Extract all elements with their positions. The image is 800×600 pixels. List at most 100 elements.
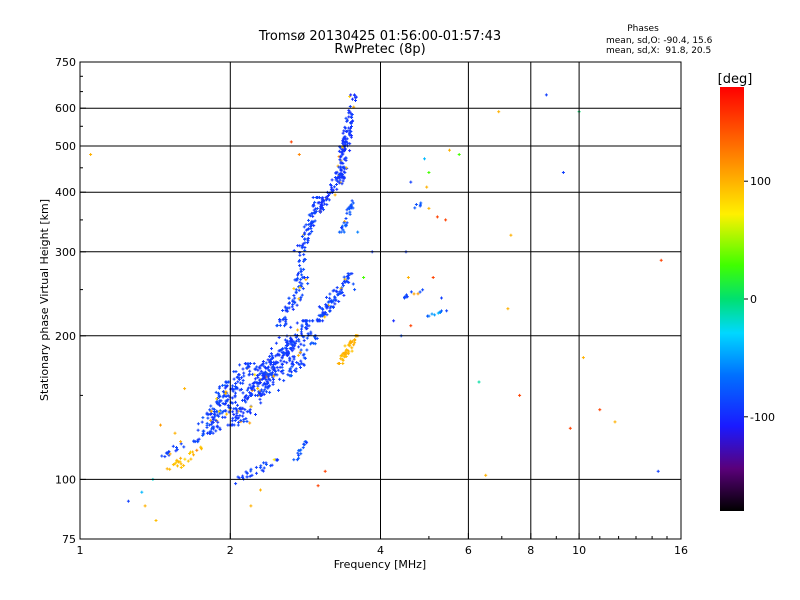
data-point — [339, 354, 343, 358]
data-point — [240, 376, 243, 380]
data-point — [348, 212, 352, 216]
data-point — [285, 340, 289, 344]
data-point — [258, 391, 262, 395]
x-axis-label: Frequency [MHz] — [334, 558, 426, 571]
data-point — [342, 293, 346, 297]
data-point — [209, 431, 212, 435]
data-point — [349, 135, 353, 139]
data-point — [339, 169, 343, 173]
data-point — [239, 419, 243, 422]
data-point — [307, 218, 310, 222]
data-point — [232, 377, 236, 381]
data-point — [254, 465, 258, 469]
data-point — [302, 253, 306, 257]
data-point — [312, 208, 316, 212]
data-point — [409, 324, 413, 328]
data-point — [299, 452, 303, 456]
data-point — [307, 227, 311, 231]
data-point — [217, 391, 220, 395]
data-point — [316, 319, 320, 323]
data-point — [298, 244, 302, 248]
data-point — [302, 339, 306, 343]
data-point — [305, 441, 309, 445]
data-point — [254, 413, 257, 416]
data-point — [263, 388, 267, 392]
data-point — [250, 473, 254, 477]
data-point — [281, 369, 285, 372]
data-point — [300, 282, 304, 286]
data-point — [284, 319, 288, 323]
data-point — [244, 417, 248, 421]
data-point — [341, 161, 345, 165]
data-point — [288, 374, 292, 378]
data-point — [227, 380, 230, 384]
data-point — [247, 362, 251, 366]
data-point — [280, 356, 284, 360]
data-point — [297, 285, 300, 289]
data-point — [342, 230, 346, 234]
data-point — [275, 458, 279, 462]
data-point — [348, 207, 352, 211]
data-point — [239, 409, 243, 413]
data-point — [237, 416, 241, 420]
data-point — [336, 164, 340, 168]
data-point — [310, 341, 314, 345]
data-point — [241, 476, 244, 479]
data-point — [266, 384, 270, 388]
data-point — [304, 326, 308, 329]
data-point — [319, 204, 323, 208]
data-point — [343, 148, 347, 152]
data-point — [256, 393, 260, 397]
data-point — [292, 458, 296, 462]
data-point — [298, 251, 302, 254]
data-point — [217, 400, 221, 404]
data-point — [342, 221, 346, 225]
data-point — [286, 343, 289, 347]
data-point — [274, 360, 278, 364]
data-point — [282, 350, 286, 354]
data-point — [346, 206, 350, 210]
data-point — [298, 350, 302, 354]
data-point — [225, 412, 229, 416]
data-point — [327, 300, 331, 304]
data-point — [248, 408, 252, 412]
data-point — [362, 276, 366, 279]
data-point — [436, 311, 440, 315]
data-point — [167, 453, 171, 457]
data-point — [291, 298, 295, 302]
data-point — [343, 277, 347, 281]
data-point — [264, 461, 268, 465]
data-point — [273, 367, 277, 371]
data-point — [251, 372, 255, 376]
data-point — [317, 201, 321, 204]
data-point — [340, 153, 344, 157]
data-point — [273, 372, 277, 376]
data-point — [345, 211, 349, 215]
data-point — [346, 141, 350, 145]
data-point — [297, 456, 301, 460]
colorbar — [720, 87, 744, 511]
data-point — [281, 318, 285, 322]
data-point — [342, 170, 346, 174]
data-point — [229, 401, 233, 405]
data-point — [330, 186, 334, 190]
data-point — [226, 423, 230, 427]
data-point — [299, 342, 303, 346]
data-point — [226, 404, 230, 407]
data-point — [315, 337, 319, 340]
data-point — [249, 386, 253, 390]
data-point — [332, 288, 336, 292]
data-point — [282, 360, 286, 364]
colorbar-tick-label: -100 — [750, 411, 775, 424]
data-point — [323, 315, 327, 319]
data-point — [302, 362, 306, 366]
data-point — [352, 343, 356, 347]
data-point — [210, 427, 214, 431]
data-point — [264, 383, 268, 387]
data-point — [345, 137, 349, 141]
data-point — [346, 349, 350, 352]
data-point — [212, 413, 216, 416]
data-point — [298, 363, 302, 367]
data-point — [258, 372, 262, 376]
data-point — [248, 474, 252, 478]
